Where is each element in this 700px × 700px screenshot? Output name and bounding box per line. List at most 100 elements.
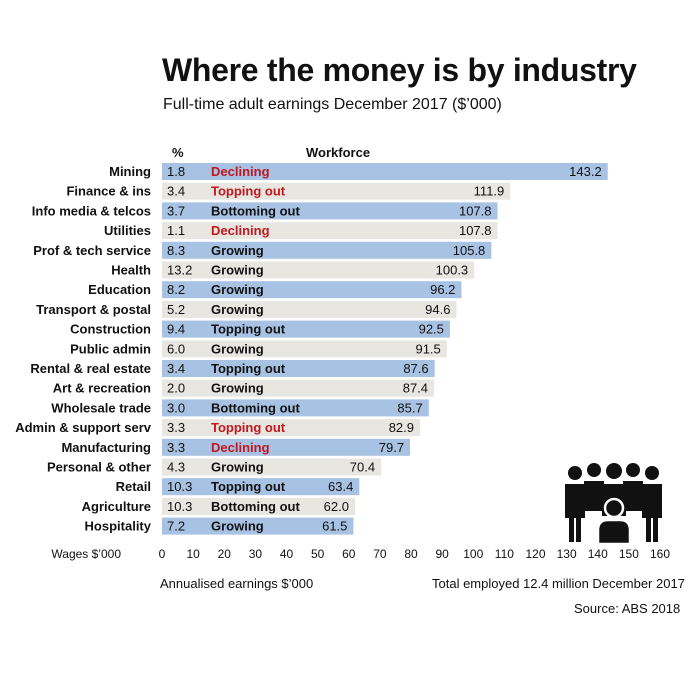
- pct-column-header: %: [172, 145, 184, 160]
- bar: [162, 281, 462, 299]
- value-label: 82.9: [389, 420, 414, 435]
- workforce-pct-label: 10.3: [167, 499, 192, 514]
- workforce-pct-label: 5.2: [167, 302, 185, 317]
- bar: [162, 497, 355, 515]
- workforce-trend-label: Growing: [211, 263, 264, 278]
- workforce-column-header: Workforce: [306, 145, 371, 160]
- workforce-trend-label: Topping out: [211, 479, 286, 494]
- value-label: 63.4: [328, 479, 353, 494]
- x-tick-label: 70: [373, 547, 387, 561]
- x-tick-label: 100: [463, 547, 483, 561]
- category-label: Rental & real estate: [30, 361, 151, 376]
- workforce-pct-label: 3.4: [167, 361, 185, 376]
- workforce-pct-label: 1.1: [167, 223, 185, 238]
- workforce-pct-label: 3.7: [167, 203, 185, 218]
- workforce-pct-label: 2.0: [167, 381, 185, 396]
- source-note: Source: ABS 2018: [574, 601, 681, 616]
- workforce-trend-label: Growing: [211, 302, 264, 317]
- workforce-trend-label: Declining: [211, 223, 270, 238]
- workforce-pct-label: 13.2: [167, 263, 192, 278]
- x-axis-label: Wages $’000: [51, 547, 121, 561]
- category-label: Education: [88, 282, 151, 297]
- workforce-trend-label: Topping out: [211, 322, 286, 337]
- category-label: Construction: [70, 322, 151, 337]
- x-tick-label: 160: [650, 547, 670, 561]
- bar: [162, 320, 450, 338]
- x-tick-label: 60: [342, 547, 356, 561]
- x-tick-label: 80: [404, 547, 418, 561]
- value-label: 107.8: [459, 223, 492, 238]
- category-label: Info media & telcos: [32, 203, 151, 218]
- workforce-pct-label: 4.3: [167, 460, 185, 475]
- value-label: 87.6: [403, 361, 428, 376]
- value-label: 100.3: [436, 263, 469, 278]
- bar: [162, 419, 421, 437]
- workforce-pct-label: 9.4: [167, 322, 185, 337]
- x-tick-label: 130: [557, 547, 577, 561]
- value-label: 70.4: [350, 460, 375, 475]
- workforce-pct-label: 3.4: [167, 184, 185, 199]
- value-label: 91.5: [415, 341, 440, 356]
- bar: [162, 360, 435, 377]
- category-label: Admin & support serv: [15, 420, 152, 435]
- category-label: Manufacturing: [61, 440, 151, 455]
- workforce-trend-label: Topping out: [211, 361, 286, 376]
- category-label: Public admin: [70, 341, 151, 356]
- bar: [162, 379, 435, 397]
- x-tick-label: 110: [495, 547, 514, 561]
- bar: [162, 163, 608, 180]
- workforce-pct-label: 1.8: [167, 164, 185, 179]
- x-tick-label: 20: [218, 547, 232, 561]
- value-label: 85.7: [397, 400, 422, 415]
- x-tick-label: 0: [159, 547, 166, 561]
- value-label: 61.5: [322, 519, 347, 534]
- workforce-trend-label: Growing: [211, 519, 264, 534]
- workforce-pct-label: 3.3: [167, 440, 185, 455]
- bar: [162, 261, 475, 279]
- footer-left-note: Annualised earnings $’000: [160, 576, 314, 591]
- workforce-trend-label: Growing: [211, 381, 264, 396]
- category-label: Hospitality: [85, 519, 152, 534]
- workforce-trend-label: Topping out: [211, 420, 286, 435]
- category-label: Retail: [116, 479, 151, 494]
- bar: [162, 438, 411, 456]
- workforce-trend-label: Growing: [211, 243, 264, 258]
- workforce-trend-label: Declining: [211, 440, 270, 455]
- workforce-trend-label: Declining: [211, 164, 270, 179]
- value-label: 92.5: [419, 322, 444, 337]
- value-label: 111.9: [474, 184, 505, 199]
- bar: [162, 202, 498, 220]
- value-label: 143.2: [569, 164, 602, 179]
- workforce-pct-label: 3.0: [167, 400, 185, 415]
- value-label: 94.6: [425, 302, 450, 317]
- category-label: Personal & other: [47, 460, 151, 475]
- workforce-pct-label: 8.3: [167, 243, 185, 258]
- x-tick-label: 30: [249, 547, 263, 561]
- bar: [162, 300, 457, 318]
- workforce-pct-label: 10.3: [167, 479, 192, 494]
- workforce-trend-label: Growing: [211, 282, 264, 297]
- category-label: Utilities: [104, 223, 151, 238]
- value-label: 62.0: [324, 499, 349, 514]
- category-label: Health: [111, 263, 151, 278]
- category-label: Prof & tech service: [33, 243, 151, 258]
- workforce-pct-label: 7.2: [167, 519, 185, 534]
- value-label: 107.8: [459, 203, 492, 218]
- people-group-icon: [562, 462, 666, 546]
- category-label: Art & recreation: [53, 381, 151, 396]
- value-label: 96.2: [430, 282, 455, 297]
- category-label: Mining: [109, 164, 151, 179]
- value-label: 87.4: [403, 381, 428, 396]
- bar: [162, 478, 360, 496]
- category-label: Finance & ins: [66, 184, 151, 199]
- workforce-trend-label: Growing: [211, 341, 264, 356]
- x-tick-label: 90: [435, 547, 449, 561]
- bar: [162, 222, 498, 240]
- workforce-trend-label: Bottoming out: [211, 400, 300, 415]
- chart-subtitle: Full-time adult earnings December 2017 (…: [163, 96, 502, 113]
- workforce-trend-label: Bottoming out: [211, 203, 300, 218]
- category-label: Agriculture: [82, 499, 151, 514]
- x-tick-label: 140: [588, 547, 608, 561]
- workforce-trend-label: Growing: [211, 460, 264, 475]
